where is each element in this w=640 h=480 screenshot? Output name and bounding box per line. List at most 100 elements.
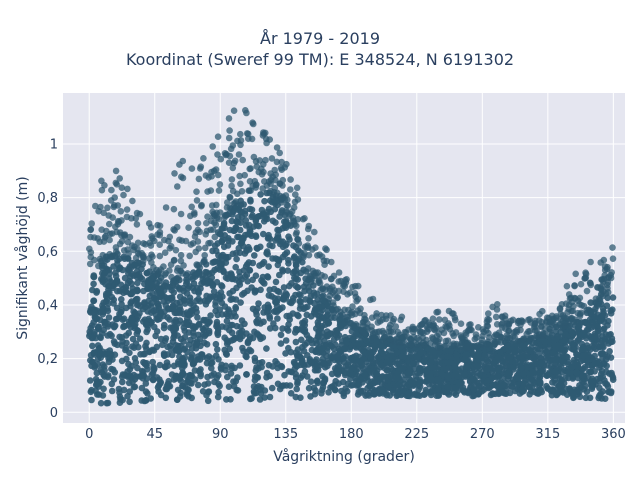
data-point: [171, 309, 179, 317]
data-point: [188, 165, 196, 172]
data-point: [525, 346, 533, 353]
data-point: [583, 287, 591, 295]
data-point: [483, 366, 491, 373]
data-point: [291, 329, 299, 336]
data-point: [423, 336, 430, 344]
data-point: [362, 373, 370, 380]
data-point: [97, 399, 105, 407]
data-point: [279, 176, 287, 184]
data-point: [312, 244, 319, 251]
data-point: [318, 390, 325, 397]
data-point: [234, 219, 241, 226]
data-point: [338, 338, 346, 345]
data-point: [100, 271, 108, 279]
data-point: [284, 327, 292, 334]
data-point: [209, 143, 216, 150]
data-point: [236, 172, 243, 180]
data-point: [174, 274, 182, 281]
data-point: [236, 268, 243, 276]
data-point: [196, 165, 204, 172]
data-point: [185, 224, 192, 231]
data-point: [437, 378, 445, 386]
data-point: [98, 186, 106, 194]
data-point: [451, 363, 459, 370]
data-point: [95, 391, 103, 398]
data-point: [609, 255, 617, 262]
data-point: [152, 332, 159, 340]
data-point: [141, 299, 148, 306]
data-point: [279, 238, 287, 245]
data-point: [464, 363, 471, 371]
data-point: [102, 232, 109, 240]
data-point: [223, 396, 230, 403]
data-point: [208, 364, 215, 372]
data-point: [423, 377, 430, 385]
data-point: [550, 349, 557, 357]
data-point: [281, 196, 289, 203]
data-point: [587, 299, 594, 306]
data-point: [204, 397, 212, 405]
data-point: [219, 236, 227, 243]
data-point: [214, 133, 222, 140]
data-point: [353, 357, 360, 364]
data-point: [319, 285, 327, 293]
data-point: [199, 331, 207, 338]
data-point: [348, 311, 356, 319]
data-point: [198, 351, 205, 358]
data-point: [399, 333, 407, 341]
data-point: [207, 360, 215, 367]
data-point: [236, 362, 244, 369]
data-point: [293, 385, 301, 393]
data-point: [222, 212, 229, 220]
data-point: [201, 381, 208, 389]
data-point: [238, 317, 246, 324]
data-point: [436, 316, 443, 323]
data-point: [551, 376, 558, 384]
data-point: [214, 346, 221, 353]
data-point: [292, 393, 300, 401]
data-point: [225, 159, 233, 166]
data-point: [213, 247, 220, 255]
data-point: [163, 382, 171, 390]
data-point: [498, 383, 505, 390]
data-point: [223, 340, 231, 348]
data-point: [170, 257, 178, 264]
data-point: [259, 132, 267, 139]
data-point: [529, 354, 536, 362]
data-point: [412, 373, 420, 380]
data-point: [340, 354, 347, 362]
data-point: [88, 303, 95, 311]
data-point: [203, 292, 210, 300]
data-point: [488, 375, 495, 382]
data-point: [580, 352, 587, 360]
data-point: [143, 328, 150, 336]
data-point: [261, 394, 269, 401]
data-point: [123, 355, 130, 363]
data-point: [126, 373, 134, 381]
data-point: [429, 388, 437, 395]
data-point: [166, 245, 174, 252]
data-point: [111, 351, 119, 359]
data-point: [188, 310, 196, 318]
data-point: [208, 372, 215, 379]
data-point: [222, 253, 230, 261]
data-point: [89, 342, 96, 350]
data-point: [552, 368, 559, 375]
data-point: [400, 339, 408, 346]
data-point: [277, 331, 285, 339]
data-point: [90, 273, 98, 281]
data-point: [259, 278, 267, 286]
data-point: [276, 213, 283, 220]
data-point: [258, 206, 266, 214]
data-point: [379, 327, 387, 335]
data-point: [540, 329, 547, 337]
data-point: [258, 171, 266, 178]
data-point: [253, 311, 260, 318]
data-point: [267, 180, 274, 187]
data-point: [265, 361, 273, 369]
data-point: [246, 266, 253, 274]
data-point: [235, 151, 243, 158]
data-point: [320, 314, 327, 322]
data-point: [386, 336, 394, 343]
data-point: [265, 263, 272, 270]
